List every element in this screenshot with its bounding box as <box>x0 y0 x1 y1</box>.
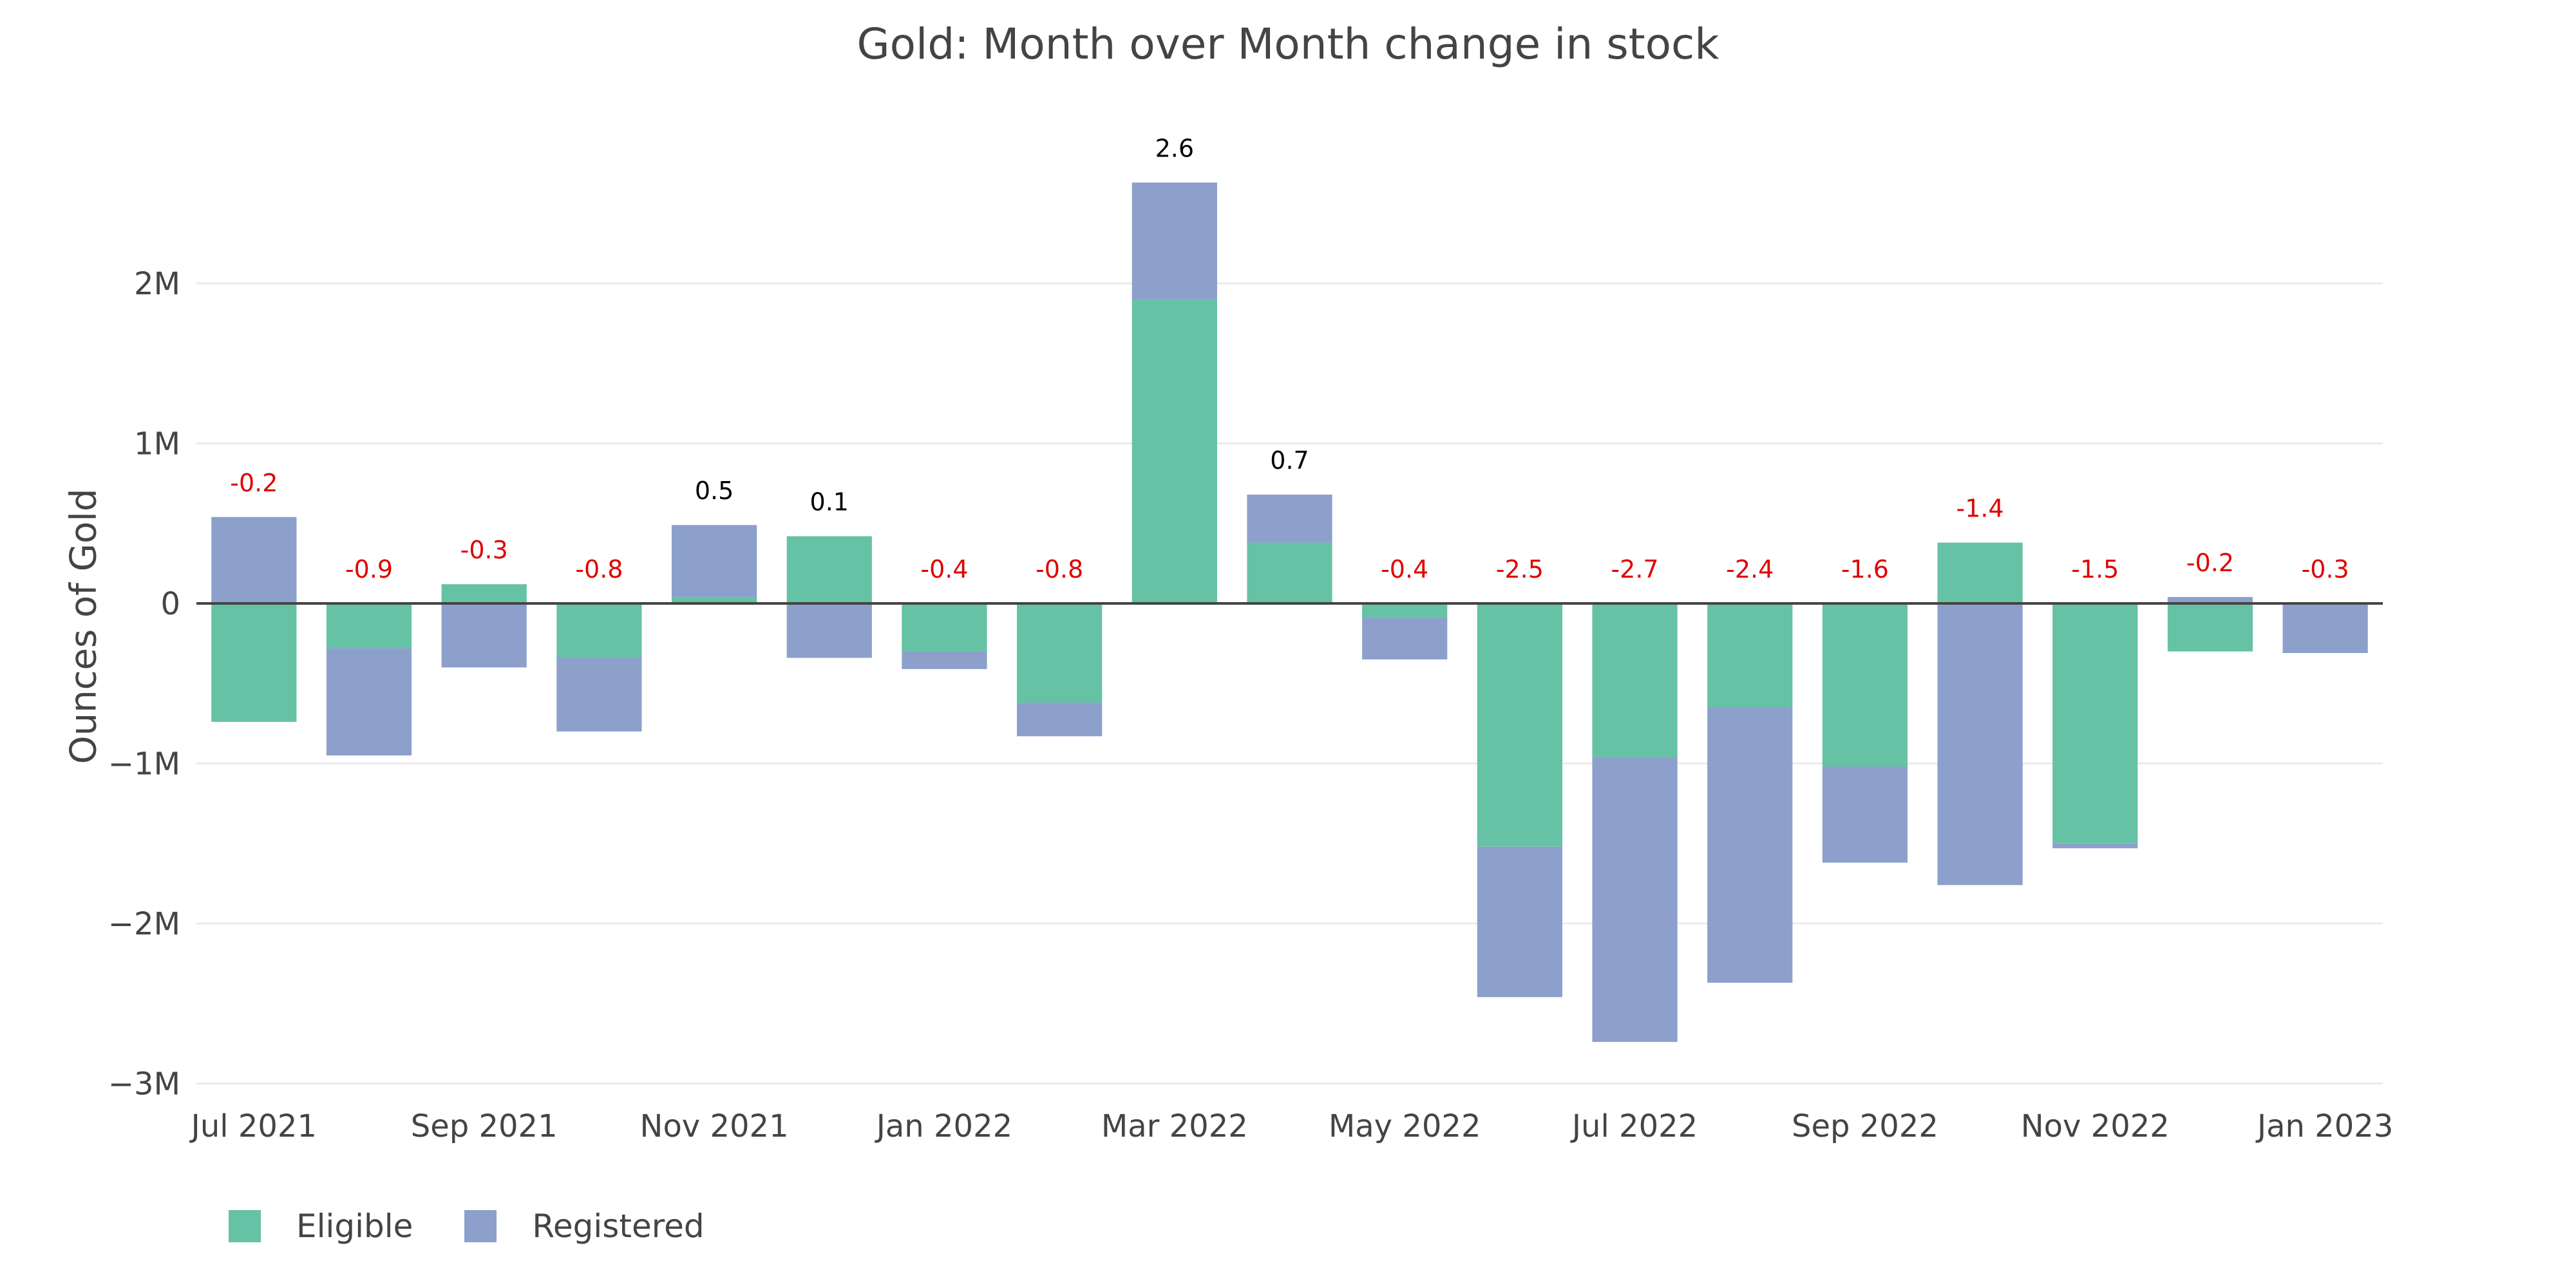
x-tick-label: May 2022 <box>1329 1108 1481 1144</box>
bar-eligible <box>1477 603 1562 847</box>
y-tick-label: −2M <box>108 906 180 942</box>
bar-eligible <box>1247 542 1332 603</box>
net-change-label: -0.2 <box>2186 549 2234 577</box>
bar-registered <box>2052 843 2138 849</box>
net-change-label: -0.8 <box>575 555 623 583</box>
bar-registered <box>1247 495 1332 543</box>
bar-eligible <box>902 603 987 652</box>
net-change-label: -0.4 <box>1381 555 1428 583</box>
bar-eligible <box>786 536 872 603</box>
bar-registered <box>441 603 527 668</box>
bar-eligible <box>1362 603 1448 618</box>
net-change-label: -0.2 <box>230 469 278 497</box>
bar-registered <box>1477 846 1562 998</box>
legend-label-eligible: Eligible <box>296 1208 413 1245</box>
bar-registered <box>1362 618 1448 659</box>
net-change-label: 2.6 <box>1155 134 1194 162</box>
bar-eligible <box>1822 603 1908 767</box>
x-tick-label: Jan 2022 <box>875 1108 1012 1144</box>
x-tick-label: Nov 2022 <box>2021 1108 2170 1144</box>
legend-item-registered[interactable]: Registered <box>464 1208 705 1245</box>
x-tick-label: Jan 2023 <box>2255 1108 2393 1144</box>
net-change-label: -1.4 <box>1956 495 2004 523</box>
net-change-label: -2.5 <box>1496 555 1544 583</box>
bar-eligible <box>326 603 412 649</box>
bar-registered <box>1937 603 2023 886</box>
bar-registered <box>556 658 642 732</box>
y-tick-label: −3M <box>108 1066 180 1103</box>
net-change-label: -0.3 <box>460 536 508 564</box>
net-change-label: 0.5 <box>695 477 734 505</box>
x-tick-label: Sep 2022 <box>1792 1108 1938 1144</box>
legend-swatch-registered <box>464 1210 497 1242</box>
bar-eligible <box>1017 603 1103 703</box>
bar-eligible <box>2052 603 2138 844</box>
bar-eligible <box>1592 603 1678 757</box>
legend: Eligible Registered <box>229 1208 756 1245</box>
net-change-label: -1.5 <box>2071 555 2119 583</box>
bar-registered <box>211 516 297 603</box>
x-tick-label: Sep 2021 <box>411 1108 558 1144</box>
bar-eligible <box>1937 542 2023 603</box>
x-axis-ticks: Jul 2021 Sep 2021 Nov 2021 Jan 2022 Mar 2022… <box>189 1108 2394 1144</box>
y-axis-ticks: 2M 1M 0 −1M −2M −3M <box>108 266 180 1103</box>
bar-registered <box>671 525 757 598</box>
bar-eligible <box>1132 299 1217 603</box>
chart-title: Gold: Month over Month change in stock <box>857 19 1719 69</box>
y-tick-label: −1M <box>108 746 180 782</box>
net-change-label: 0.7 <box>1270 446 1309 475</box>
legend-swatch-eligible <box>229 1210 261 1242</box>
bar-registered <box>2282 603 2368 654</box>
net-change-label: -1.6 <box>1841 555 1889 583</box>
bar-registered <box>1822 766 1908 863</box>
y-tick-label: 0 <box>160 586 180 622</box>
x-tick-label: Nov 2021 <box>640 1108 789 1144</box>
bar-registered <box>2167 597 2253 603</box>
legend-item-eligible[interactable]: Eligible <box>229 1208 413 1245</box>
bar-registered <box>786 603 872 658</box>
net-change-label: -0.9 <box>345 555 393 583</box>
bar-eligible <box>556 603 642 658</box>
bars <box>211 182 2368 1042</box>
bar-eligible <box>671 597 757 603</box>
bar-eligible <box>1707 603 1793 708</box>
bar-registered <box>326 648 412 756</box>
x-tick-label: Jul 2021 <box>189 1108 317 1144</box>
y-tick-label: 2M <box>134 266 180 302</box>
bar-registered <box>902 651 987 669</box>
bar-eligible <box>211 603 297 722</box>
bar-eligible <box>441 584 527 603</box>
bar-registered <box>1017 703 1103 737</box>
data-labels: -0.2 -0.9 -0.3 -0.8 0.5 0.1 -0.4 -0.8 2.6 0.7 -0.4… <box>230 134 2349 583</box>
net-change-label: 0.1 <box>810 488 849 516</box>
net-change-label: -0.8 <box>1036 555 1083 583</box>
legend-label-registered: Registered <box>532 1208 705 1245</box>
x-tick-label: Jul 2022 <box>1570 1108 1698 1144</box>
net-change-label: -0.4 <box>920 555 968 583</box>
bar-registered <box>1592 757 1678 1042</box>
net-change-label: -2.4 <box>1726 555 1774 583</box>
y-tick-label: 1M <box>134 426 180 462</box>
net-change-label: -0.3 <box>2302 555 2349 583</box>
bar-eligible <box>2167 603 2253 652</box>
x-tick-label: Mar 2022 <box>1101 1108 1248 1144</box>
bar-registered <box>1707 707 1793 983</box>
net-change-label: -2.7 <box>1611 555 1658 583</box>
bar-registered <box>1132 182 1217 299</box>
